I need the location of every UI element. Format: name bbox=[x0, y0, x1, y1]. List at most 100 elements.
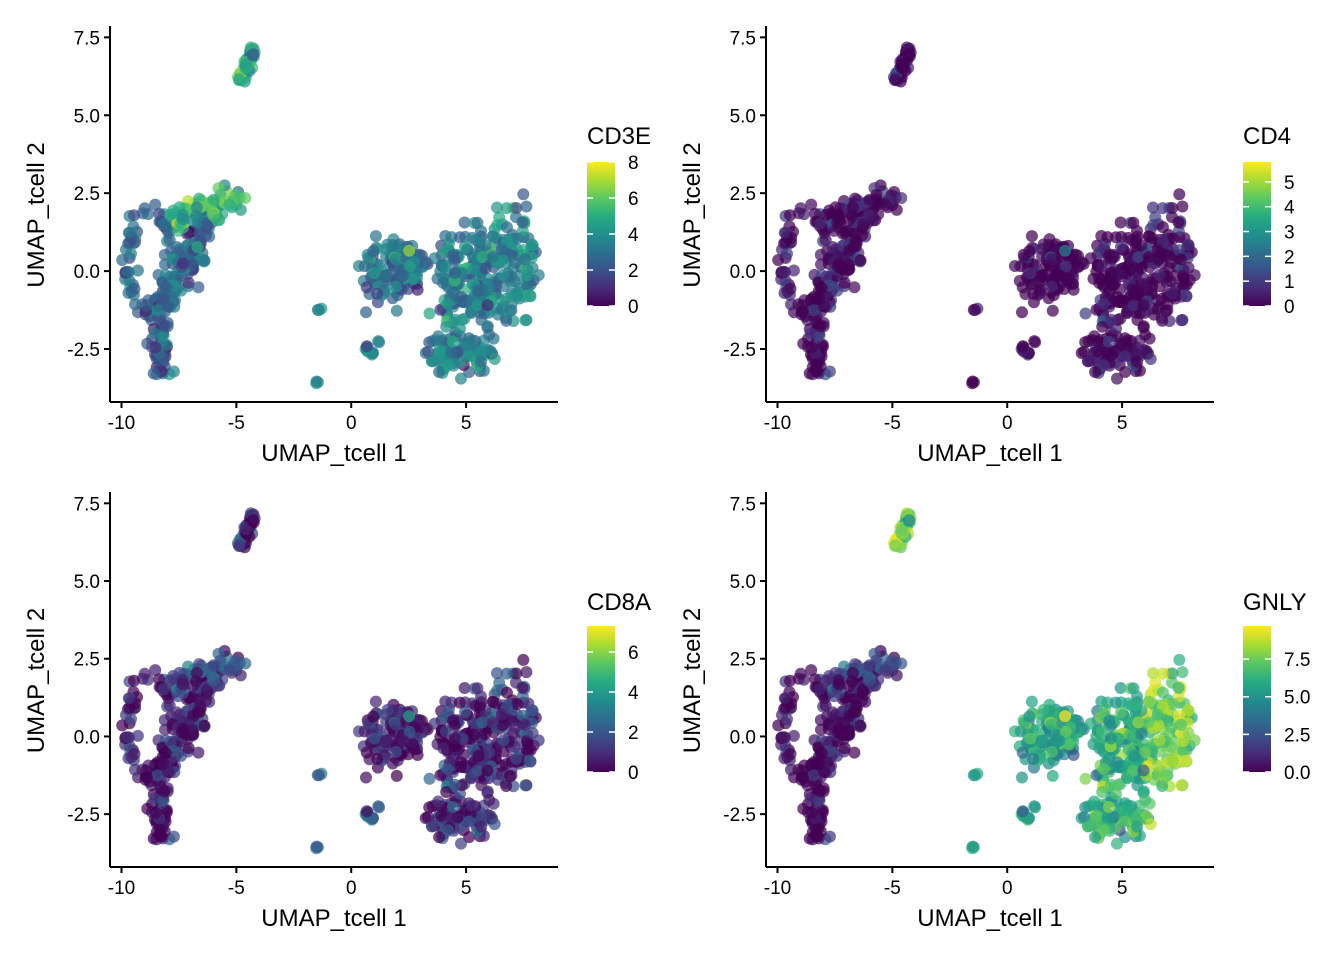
colorbar-legend-cd8a: CD8A 0 2 4 6 bbox=[587, 589, 651, 784]
points-cd8a bbox=[116, 507, 545, 855]
cell-point bbox=[369, 230, 382, 243]
cell-point bbox=[1111, 291, 1123, 303]
cell-point bbox=[140, 299, 153, 312]
cell-point bbox=[524, 754, 536, 767]
y-tick-label: 5.0 bbox=[74, 572, 100, 593]
cell-point bbox=[781, 751, 794, 764]
y-tick-label: 2.5 bbox=[74, 650, 100, 671]
cell-point bbox=[517, 653, 530, 666]
cell-point bbox=[476, 716, 489, 729]
colorbar-tick-label: 5 bbox=[1284, 173, 1295, 194]
cell-point bbox=[1102, 335, 1115, 348]
cell-point bbox=[826, 706, 839, 719]
y-tick-label: 0.0 bbox=[730, 727, 756, 748]
cell-point bbox=[500, 202, 513, 215]
cell-point bbox=[890, 203, 903, 216]
cell-point bbox=[441, 297, 454, 310]
cell-point bbox=[778, 692, 791, 705]
cell-point bbox=[1115, 706, 1127, 719]
cell-point bbox=[1053, 269, 1066, 282]
cell-point bbox=[1088, 795, 1101, 808]
cell-point bbox=[1096, 786, 1109, 798]
cell-point bbox=[475, 820, 488, 833]
cell-point bbox=[157, 217, 170, 230]
cell-point bbox=[239, 657, 252, 670]
cell-point bbox=[1165, 722, 1177, 734]
cell-point bbox=[1101, 696, 1114, 709]
cell-point bbox=[1182, 239, 1195, 252]
cell-point bbox=[495, 759, 508, 772]
cell-point bbox=[448, 313, 461, 326]
cell-point bbox=[879, 664, 892, 677]
cell-point bbox=[1119, 815, 1131, 828]
cell-point bbox=[1079, 772, 1092, 785]
cell-point bbox=[903, 48, 916, 61]
cell-point bbox=[367, 710, 380, 723]
cell-point bbox=[138, 667, 151, 680]
cell-point bbox=[1029, 801, 1042, 814]
cell-point bbox=[468, 263, 481, 276]
cell-point bbox=[445, 696, 458, 709]
cell-point bbox=[520, 666, 533, 679]
cell-point bbox=[186, 724, 199, 737]
cell-point bbox=[122, 692, 135, 705]
cell-point bbox=[1016, 281, 1029, 294]
x-tick-label: 0 bbox=[1002, 878, 1013, 899]
cell-point bbox=[1127, 299, 1140, 312]
cell-point bbox=[162, 300, 174, 313]
cell-point bbox=[422, 345, 434, 358]
cell-point bbox=[1059, 725, 1072, 738]
cell-point bbox=[479, 262, 492, 275]
cell-point bbox=[1153, 734, 1166, 747]
cell-point bbox=[198, 254, 211, 267]
cell-point bbox=[1166, 287, 1179, 300]
cell-point bbox=[895, 657, 908, 670]
cell-point bbox=[1078, 811, 1090, 824]
cell-point bbox=[1128, 750, 1141, 763]
cell-point bbox=[813, 217, 826, 230]
cell-point bbox=[481, 299, 494, 312]
cell-point bbox=[1127, 764, 1140, 777]
cell-point bbox=[440, 786, 453, 798]
y-axis-title: UMAP_tcell 2 bbox=[679, 142, 706, 287]
cell-point bbox=[969, 304, 981, 316]
cell-point bbox=[1132, 716, 1145, 729]
cell-point bbox=[1037, 703, 1050, 716]
cell-point bbox=[500, 221, 513, 234]
cell-point bbox=[1016, 746, 1029, 759]
cell-point bbox=[403, 725, 416, 738]
cell-point bbox=[201, 683, 214, 696]
cell-point bbox=[192, 746, 205, 759]
cell-point bbox=[373, 801, 386, 814]
cell-point bbox=[373, 336, 386, 349]
cell-point bbox=[832, 212, 845, 225]
cell-point bbox=[447, 249, 460, 262]
cell-point bbox=[1095, 725, 1108, 738]
cell-point bbox=[503, 770, 516, 783]
y-axis-title: UMAP_tcell 2 bbox=[679, 608, 706, 753]
cell-point bbox=[832, 678, 845, 691]
cell-point bbox=[437, 277, 450, 289]
cell-point bbox=[472, 284, 485, 297]
cell-point bbox=[807, 769, 820, 782]
cell-point bbox=[193, 693, 206, 706]
cell-point bbox=[867, 214, 880, 227]
cell-point bbox=[1167, 698, 1180, 710]
cell-point bbox=[1156, 780, 1169, 792]
cell-point bbox=[455, 291, 467, 303]
cell-point bbox=[516, 681, 529, 694]
cell-point bbox=[164, 674, 177, 687]
cell-point bbox=[1135, 727, 1148, 740]
cell-point bbox=[1046, 769, 1059, 782]
cell-point bbox=[1176, 278, 1189, 291]
cell-point bbox=[449, 732, 461, 745]
cell-point bbox=[1159, 770, 1172, 783]
cell-point bbox=[1173, 188, 1186, 201]
cell-point bbox=[446, 335, 459, 348]
cell-point bbox=[435, 809, 448, 822]
cell-point bbox=[147, 832, 160, 845]
cell-point bbox=[1103, 249, 1116, 262]
x-tick-label: 5 bbox=[1117, 413, 1128, 434]
cell-point bbox=[445, 811, 458, 824]
cell-point bbox=[121, 731, 134, 744]
